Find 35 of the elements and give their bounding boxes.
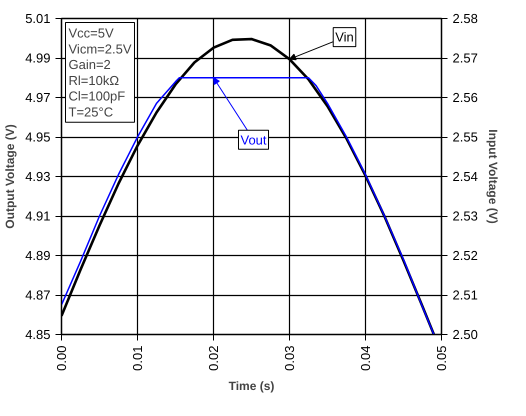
y-tick-label: 4.95: [25, 130, 51, 144]
annotation: Vcc=5V: [68, 26, 114, 40]
y2-tick-label: 2.51: [452, 288, 478, 302]
text: Vout: [240, 132, 267, 148]
x-tick-label: 0.05: [434, 345, 449, 371]
y-tick-label: 5.01: [25, 11, 51, 26]
y2-tick-label: 2.57: [452, 50, 478, 66]
y-tick-label: 4.85: [25, 327, 51, 342]
y-tick-label: 4.91: [25, 208, 51, 224]
y-tick-label: 4.97: [25, 90, 51, 105]
y2-tick-label: 2.54: [452, 169, 478, 184]
y2-axis-title: Input Voltage (V): [486, 129, 500, 224]
x-tick-label: 0.04: [358, 345, 373, 371]
annotation: Vicm=2.5V: [68, 41, 132, 56]
x-tick-label: 0.02: [206, 345, 221, 371]
y2-tick-label: 2.58: [452, 11, 478, 26]
annotation: Gain=2: [68, 57, 111, 72]
y2-tick-label: 2.53: [452, 208, 478, 224]
y-tick-label: 4.87: [25, 288, 51, 302]
y2-tick-label: 2.56: [452, 90, 478, 105]
y2-tick-label: 2.52: [452, 248, 478, 263]
annotation: Rl=10kΩ: [68, 72, 120, 88]
x-tick-label: 0.03: [282, 345, 297, 371]
annotation: T=25°C: [68, 104, 114, 120]
x-axis-title: Time (s): [228, 378, 274, 393]
y-axis-title: Output Voltage (V): [3, 124, 18, 229]
y-tick-label: 4.93: [25, 169, 51, 184]
x-tick-label: 0.01: [130, 345, 145, 371]
y-tick-label: 4.99: [25, 50, 51, 66]
text: Vin: [335, 30, 354, 45]
y2-tick-label: 2.55: [452, 130, 478, 144]
x-tick-label: 0.00: [54, 345, 69, 371]
y2-tick-label: 2.50: [452, 327, 478, 342]
annotation: Cl=100pF: [68, 88, 126, 104]
y-tick-label: 4.89: [25, 248, 51, 263]
